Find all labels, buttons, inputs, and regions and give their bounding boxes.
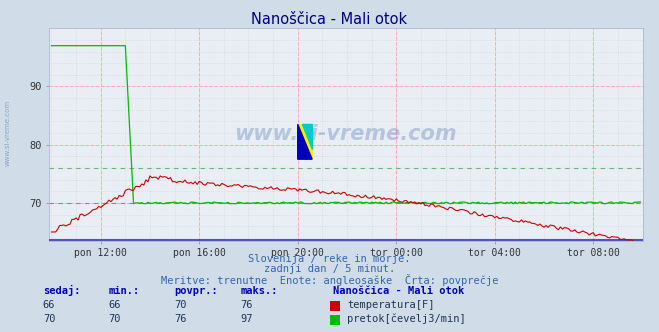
Text: Nanoščica - Mali otok: Nanoščica - Mali otok — [252, 12, 407, 27]
Text: Nanoščica - Mali otok: Nanoščica - Mali otok — [333, 286, 464, 296]
Text: maks.:: maks.: — [241, 286, 278, 296]
Polygon shape — [298, 124, 312, 159]
Text: sedaj:: sedaj: — [43, 285, 80, 296]
Text: povpr.:: povpr.: — [175, 286, 218, 296]
Text: Slovenija / reke in morje.: Slovenija / reke in morje. — [248, 254, 411, 264]
Text: pretok[čevelj3/min]: pretok[čevelj3/min] — [347, 313, 466, 324]
Text: 70: 70 — [175, 300, 187, 310]
Text: Meritve: trenutne  Enote: angleosaške  Črta: povprečje: Meritve: trenutne Enote: angleosaške Črt… — [161, 274, 498, 286]
Text: www.si-vreme.com: www.si-vreme.com — [5, 100, 11, 166]
Polygon shape — [298, 124, 312, 159]
Text: 66: 66 — [43, 300, 55, 310]
Text: 97: 97 — [241, 314, 253, 324]
Text: temperatura[F]: temperatura[F] — [347, 300, 435, 310]
Text: www.si-vreme.com: www.si-vreme.com — [235, 124, 457, 144]
Text: 70: 70 — [43, 314, 55, 324]
Text: 76: 76 — [241, 300, 253, 310]
Text: 66: 66 — [109, 300, 121, 310]
Polygon shape — [302, 124, 312, 149]
Text: 76: 76 — [175, 314, 187, 324]
Text: 70: 70 — [109, 314, 121, 324]
Text: min.:: min.: — [109, 286, 140, 296]
Text: zadnji dan / 5 minut.: zadnji dan / 5 minut. — [264, 264, 395, 274]
